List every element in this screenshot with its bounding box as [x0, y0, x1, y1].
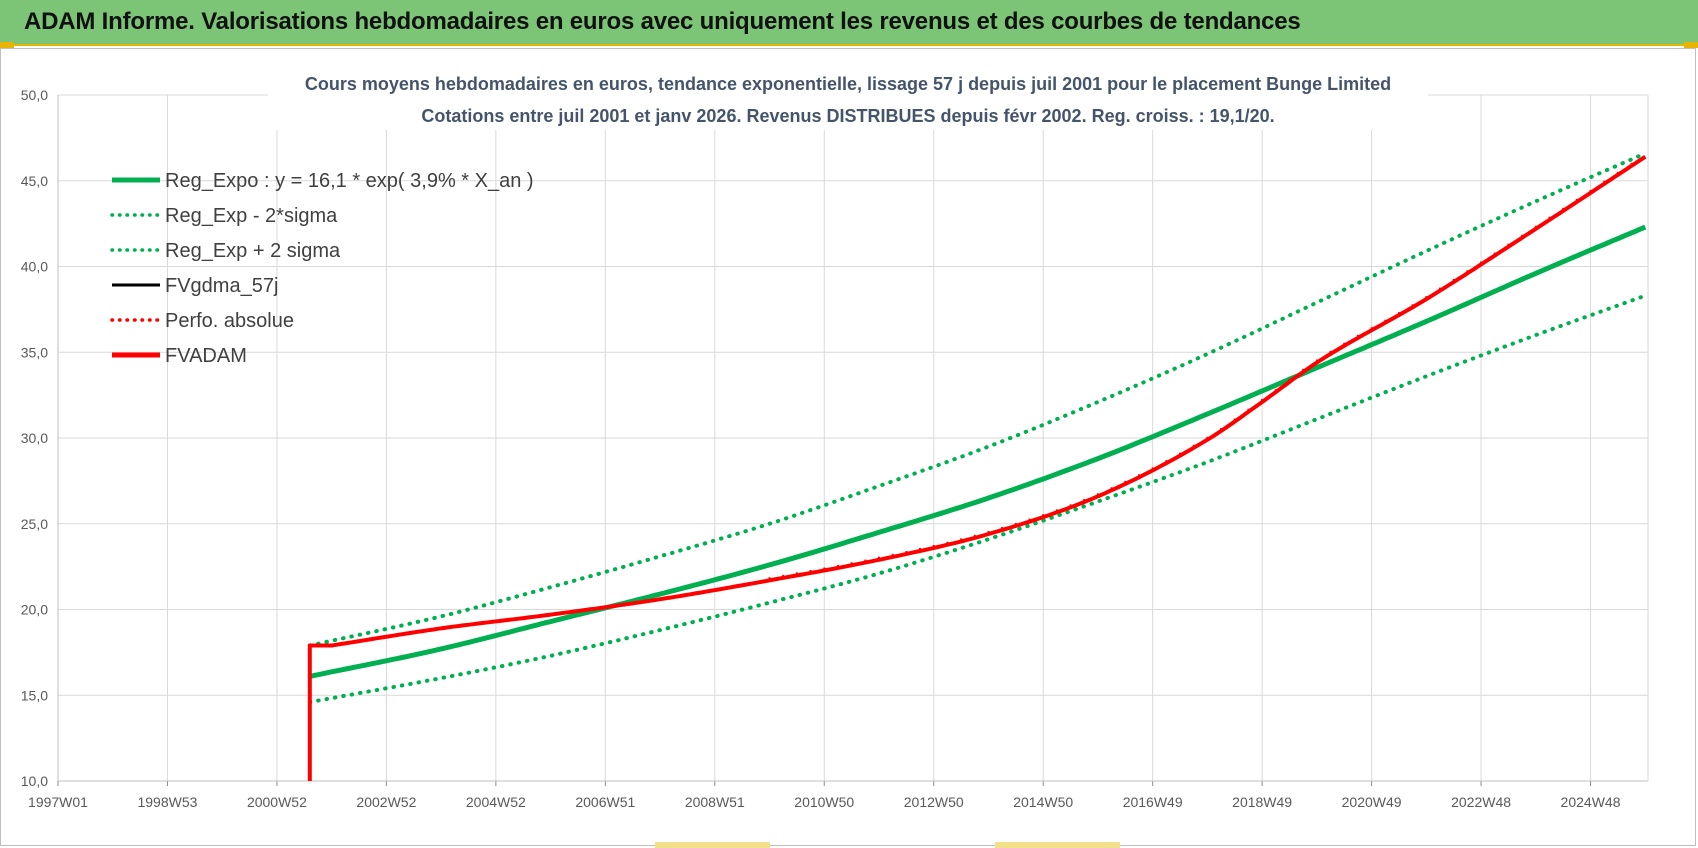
x-tick-label: 2010W50: [794, 794, 854, 810]
y-tick-label: 15,0: [21, 687, 48, 703]
x-tick-label: 2018W49: [1232, 794, 1292, 810]
fvadam-dividend-steps: [768, 162, 1633, 581]
y-tick-label: 35,0: [21, 344, 48, 360]
header-banner: ADAM Informe. Valorisations hebdomadaire…: [0, 0, 1698, 46]
x-tick-label: 2022W48: [1451, 794, 1511, 810]
y-tick-label: 40,0: [21, 259, 48, 275]
x-tick-label: 1997W01: [28, 794, 88, 810]
bottom-marker: [655, 842, 770, 848]
x-tick-label: 2004W52: [466, 794, 526, 810]
legend-label: FVgdma_57j: [165, 275, 278, 297]
series-line-reg-expo: [309, 224, 1647, 679]
chart-subtitle: Cotations entre juil 2001 et janv 2026. …: [421, 106, 1274, 126]
bottom-marker: [995, 842, 1120, 848]
series-line-reg-plus-2sigma: [307, 151, 1648, 648]
x-tick-label: 1998W53: [137, 794, 197, 810]
chart-title: Cours moyens hebdomadaires en euros, ten…: [305, 74, 1391, 94]
x-tick-label: 2012W50: [904, 794, 964, 810]
left-corner-marker: [0, 42, 14, 48]
y-tick-label: 50,0: [21, 87, 48, 103]
y-tick-label: 30,0: [21, 430, 48, 446]
x-tick-label: 2024W48: [1561, 794, 1621, 810]
legend-label: Reg_Exp + 2 sigma: [165, 240, 341, 262]
series-line-reg-minus-2sigma: [307, 293, 1648, 705]
x-tick-label: 2006W51: [575, 794, 635, 810]
axes: 10,0 15,0 20,0 25,0 30,0 35,0 40,0 45,0 50,0 1997…: [21, 87, 1648, 810]
y-tick-label: 45,0: [21, 173, 48, 189]
legend-label: Perfo. absolue: [165, 310, 294, 332]
legend: Reg_Expo : y = 16,1 * exp( 3,9% * X_an )…: [110, 170, 534, 367]
page-title: ADAM Informe. Valorisations hebdomadaire…: [24, 8, 1301, 35]
x-tick-label: 2008W51: [685, 794, 745, 810]
right-corner-marker: [1684, 42, 1698, 48]
series-line-fvadam: [307, 155, 1647, 781]
y-tick-label: 25,0: [21, 516, 48, 532]
series: [307, 151, 1648, 781]
x-tick-label: 2020W49: [1342, 794, 1402, 810]
grid: [57, 94, 1649, 781]
legend-label: FVADAM: [165, 345, 247, 367]
y-tick-label: 20,0: [21, 602, 48, 618]
y-tick-label: 10,0: [21, 773, 48, 789]
x-tick-label: 2002W52: [356, 794, 416, 810]
title-backdrop: [268, 70, 1428, 130]
legend-label: Reg_Expo : y = 16,1 * exp( 3,9% * X_an ): [165, 170, 534, 192]
legend-label: Reg_Exp - 2*sigma: [165, 205, 338, 227]
x-tick-label: 2000W52: [247, 794, 307, 810]
x-tick-label: 2014W50: [1013, 794, 1073, 810]
x-tick-label: 2016W49: [1123, 794, 1183, 810]
